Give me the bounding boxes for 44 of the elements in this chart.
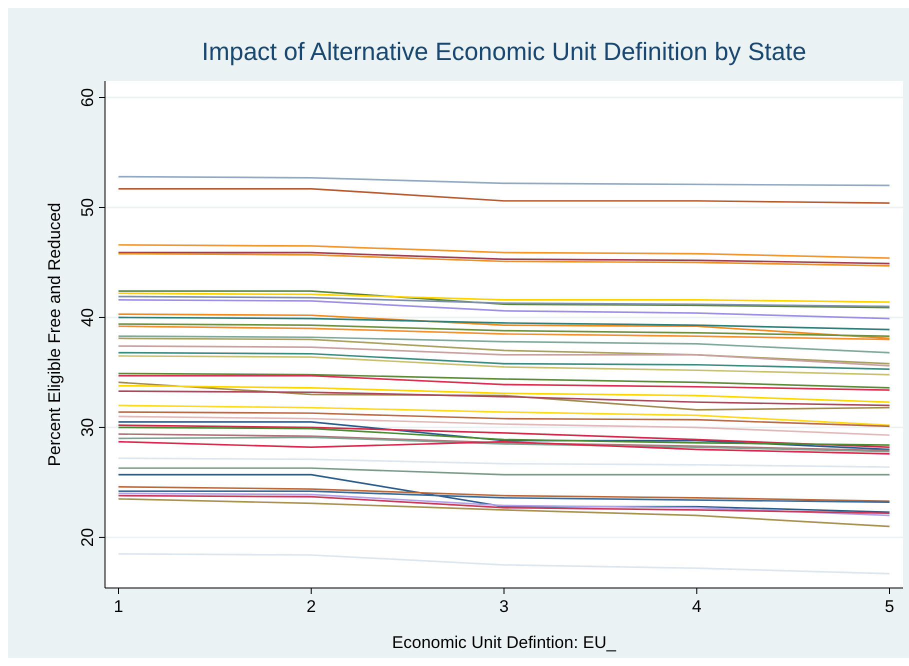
line-series [118,316,890,330]
line-series [118,390,890,406]
line-series [118,440,890,455]
x-tick-label: 4 [692,597,702,616]
line-series [118,382,890,411]
x-axis-title: Economic Unit Defintion: EU_ [392,633,617,652]
line-series [118,498,890,528]
y-tick-label: 60 [78,88,97,107]
line-series [118,299,890,320]
line-series [118,345,890,367]
line-series [118,490,890,504]
line-series [118,335,890,354]
line-series [118,252,890,267]
line-series [118,176,890,186]
y-tick-label: 30 [78,418,97,437]
line-series [118,404,890,426]
y-tick-label: 50 [78,198,97,217]
y-tick-label: 20 [78,528,97,547]
line-series [118,313,890,340]
line-series [118,457,890,468]
line-series [118,486,890,502]
x-tick-label: 2 [306,597,316,616]
line-series [118,292,890,303]
x-tick-label: 5 [884,597,894,616]
line-series [118,325,890,340]
y-axis-title: Percent Eligible Free and Reduced [45,202,64,466]
line-series [118,252,890,264]
line-series [118,384,890,403]
line-series [118,436,890,452]
line-series [118,296,890,308]
line-series [118,433,890,452]
line-series [118,244,890,259]
y-tick-label: 40 [78,308,97,327]
x-tick-label: 1 [114,597,124,616]
line-series [118,416,890,436]
line-series [118,352,890,370]
line-series [118,338,890,364]
line-series [118,323,890,337]
chart-title: Impact of Alternative Economic Unit Definition by State [202,38,806,66]
line-series [118,290,890,308]
line-series [118,411,890,428]
x-tick-label: 3 [499,597,509,616]
line-series [118,355,890,376]
line-series [118,553,890,575]
